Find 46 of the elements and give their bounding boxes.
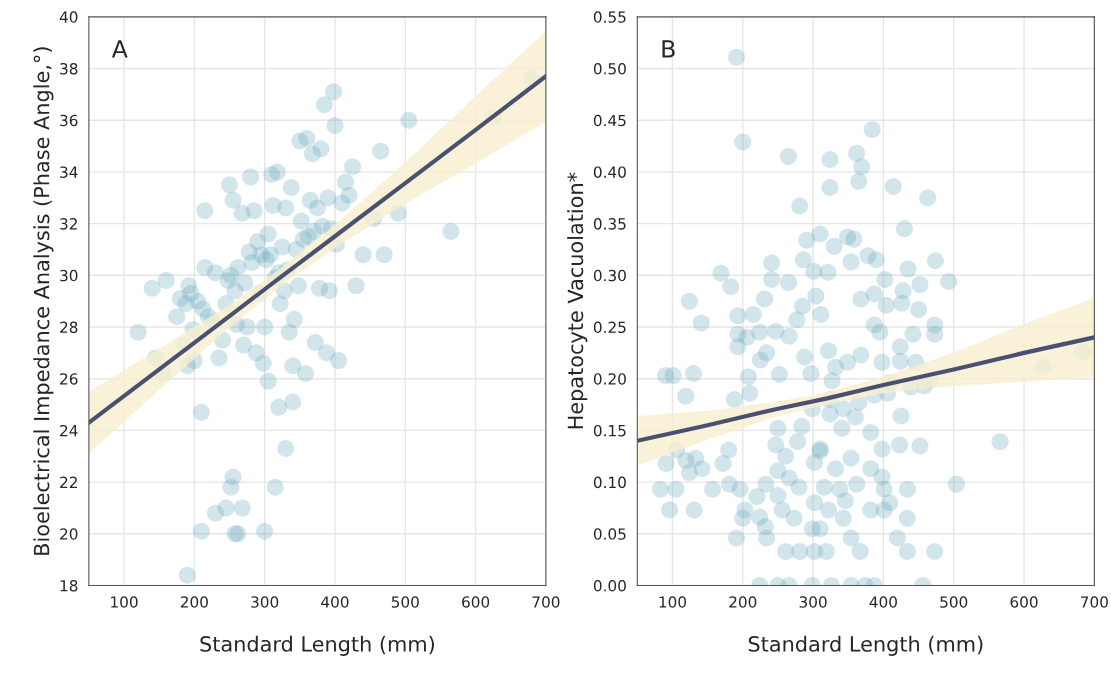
y-tick-label: 32 <box>60 218 77 230</box>
x-tick-label: 700 <box>1081 596 1108 608</box>
x-tick-label: 600 <box>1010 596 1038 608</box>
y-tick-label: 24 <box>60 424 78 437</box>
y-tick-label: 38 <box>60 62 78 75</box>
x-tick-label: 300 <box>251 596 279 608</box>
y-tick-label: 0.05 <box>593 528 626 540</box>
x-tick-label: 200 <box>729 596 757 608</box>
text: A <box>111 40 128 58</box>
x-tick-label: 100 <box>111 596 138 608</box>
y-tick-label: 28 <box>60 321 78 334</box>
y-tick-label: 0.20 <box>593 373 626 385</box>
y-axis-title: Hepatocyte Vacuolation* <box>567 172 588 429</box>
text: B <box>662 40 675 58</box>
y-tick-label: 20 <box>60 528 78 540</box>
y-tick-label: 18 <box>60 579 78 592</box>
line-series <box>88 74 546 425</box>
y-tick-label: 34 <box>60 166 78 178</box>
y-tick-label: 40 <box>59 11 78 23</box>
y-tick-label: 30 <box>60 269 78 282</box>
y-tick-label: 0.55 <box>593 11 626 23</box>
y-tick-label: 0.00 <box>593 579 626 592</box>
x-axis-title: Standard Length (mm) <box>748 635 983 656</box>
x-tick-label: 500 <box>391 596 419 608</box>
x-tick-label: 200 <box>180 596 208 608</box>
y-tick-label: 26 <box>60 373 78 385</box>
y-tick-label: 0.25 <box>593 321 626 334</box>
x-tick-label: 700 <box>532 596 560 608</box>
y-tick-label: 22 <box>60 476 77 488</box>
x-tick-label: 100 <box>659 596 687 608</box>
x-tick-label: 500 <box>940 596 968 608</box>
x-axis-title: Standard Length (mm) <box>200 635 434 656</box>
x-tick-label: 600 <box>462 596 490 608</box>
y-tick-label: 0.50 <box>593 62 626 75</box>
y-tick-label: 0.10 <box>593 476 626 489</box>
x-tick-label: 400 <box>869 596 897 608</box>
x-tick-label: 300 <box>799 596 827 608</box>
y-tick-label: 0.40 <box>593 166 626 178</box>
line-series <box>637 335 1095 443</box>
y-tick-label: 36 <box>60 114 78 127</box>
y-axis-title: Bioelectrical Impedance Analysis (Phase Angle,°) <box>33 47 54 555</box>
y-tick-label: 0.30 <box>593 269 626 282</box>
y-tick-label: 0.15 <box>593 424 626 437</box>
x-tick-label: 400 <box>321 596 349 608</box>
y-tick-label: 0.35 <box>593 218 626 230</box>
y-tick-label: 0.45 <box>593 114 626 127</box>
